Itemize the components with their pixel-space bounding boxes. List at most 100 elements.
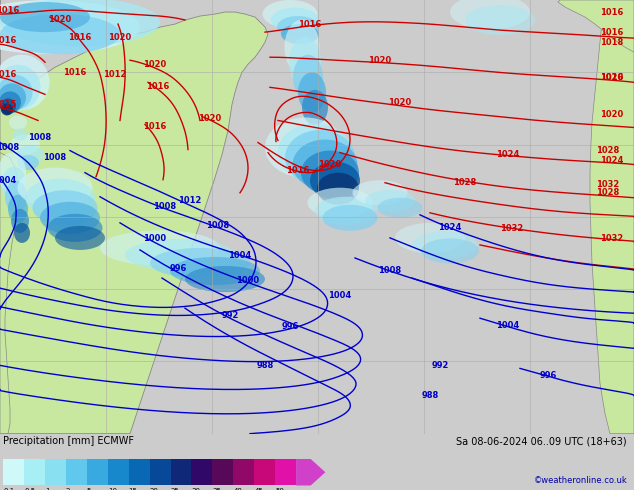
Text: 2: 2 (66, 488, 70, 490)
Text: 1020: 1020 (108, 33, 132, 42)
Text: 1000: 1000 (143, 234, 167, 244)
Text: 1016: 1016 (600, 73, 624, 82)
Polygon shape (558, 0, 634, 52)
Ellipse shape (48, 214, 103, 242)
Ellipse shape (289, 37, 321, 87)
Polygon shape (590, 0, 634, 434)
Text: 992: 992 (221, 311, 238, 319)
Text: 1024: 1024 (600, 156, 624, 165)
Text: 1020: 1020 (389, 98, 411, 107)
Ellipse shape (0, 2, 90, 32)
Bar (87, 459, 108, 486)
Text: 1032: 1032 (597, 180, 619, 189)
Ellipse shape (377, 198, 422, 218)
Ellipse shape (0, 75, 32, 110)
Text: 1016: 1016 (600, 7, 624, 17)
Ellipse shape (413, 231, 477, 259)
Ellipse shape (40, 202, 100, 234)
Text: 1018: 1018 (600, 38, 624, 47)
Text: 1020: 1020 (368, 56, 392, 65)
Ellipse shape (315, 197, 375, 225)
Ellipse shape (13, 128, 27, 141)
Ellipse shape (55, 226, 105, 250)
Ellipse shape (25, 179, 95, 217)
Text: 1020: 1020 (48, 15, 72, 24)
Text: 1012: 1012 (103, 70, 127, 79)
Text: 1008: 1008 (378, 266, 401, 274)
FancyArrow shape (296, 459, 325, 486)
Ellipse shape (271, 7, 319, 33)
Ellipse shape (0, 55, 49, 110)
Text: 1012: 1012 (178, 196, 202, 205)
Text: 10: 10 (108, 488, 117, 490)
Text: 1008: 1008 (207, 221, 230, 230)
Ellipse shape (0, 65, 41, 110)
Polygon shape (0, 0, 268, 434)
Text: 1016: 1016 (63, 68, 87, 77)
Text: 1016: 1016 (0, 70, 16, 79)
Text: 1028: 1028 (597, 146, 619, 155)
Text: 1016: 1016 (0, 5, 20, 15)
Ellipse shape (170, 257, 260, 285)
Text: 35: 35 (212, 488, 221, 490)
Ellipse shape (32, 190, 98, 225)
Ellipse shape (10, 135, 40, 154)
Bar (108, 459, 129, 486)
Bar (254, 459, 275, 486)
Ellipse shape (17, 155, 39, 170)
Bar (3, 459, 24, 486)
Text: 1008: 1008 (0, 143, 20, 152)
Text: 1000: 1000 (236, 275, 259, 285)
Text: 1020: 1020 (198, 114, 222, 123)
Text: 25: 25 (171, 488, 179, 490)
Ellipse shape (302, 90, 328, 125)
Text: 992: 992 (431, 361, 449, 370)
Text: Sa 08-06-2024 06..09 UTC (18+63): Sa 08-06-2024 06..09 UTC (18+63) (456, 437, 627, 446)
Ellipse shape (100, 230, 220, 266)
Text: 1004: 1004 (328, 291, 352, 299)
Bar (275, 459, 296, 486)
Ellipse shape (323, 205, 377, 231)
Text: 1020: 1020 (600, 110, 624, 119)
Ellipse shape (450, 0, 530, 29)
Text: 1016: 1016 (146, 82, 170, 91)
Ellipse shape (150, 248, 250, 278)
Bar (233, 459, 254, 486)
Text: 996: 996 (281, 322, 299, 331)
Ellipse shape (278, 123, 353, 182)
Ellipse shape (285, 130, 355, 185)
Ellipse shape (292, 140, 358, 190)
Text: 1028: 1028 (597, 188, 619, 197)
Polygon shape (0, 152, 20, 434)
Ellipse shape (14, 223, 30, 243)
Text: 1016: 1016 (68, 33, 92, 42)
Ellipse shape (421, 239, 479, 264)
Ellipse shape (125, 239, 235, 271)
Ellipse shape (285, 20, 320, 75)
Ellipse shape (0, 0, 160, 46)
Ellipse shape (310, 162, 360, 200)
Text: 1004: 1004 (228, 251, 252, 261)
Ellipse shape (9, 116, 27, 129)
Text: 50: 50 (275, 488, 284, 490)
Text: Precipitation [mm] ECMWF: Precipitation [mm] ECMWF (3, 437, 134, 446)
Bar (191, 459, 212, 486)
Text: 20: 20 (150, 488, 158, 490)
Ellipse shape (301, 150, 359, 195)
Ellipse shape (0, 98, 16, 115)
Text: 1016: 1016 (299, 20, 321, 28)
Text: 1: 1 (45, 488, 49, 490)
Ellipse shape (0, 14, 120, 54)
Text: 0.1: 0.1 (3, 488, 15, 490)
Text: 1016: 1016 (287, 166, 309, 175)
Text: 1020: 1020 (600, 73, 624, 82)
Ellipse shape (0, 152, 26, 193)
Text: 1032: 1032 (600, 234, 624, 244)
Bar (66, 459, 87, 486)
Ellipse shape (8, 195, 28, 223)
Text: 1008: 1008 (29, 133, 51, 142)
Text: 1028: 1028 (453, 178, 477, 187)
Text: 1016: 1016 (600, 27, 624, 37)
Text: 30: 30 (191, 488, 200, 490)
Ellipse shape (262, 0, 318, 28)
